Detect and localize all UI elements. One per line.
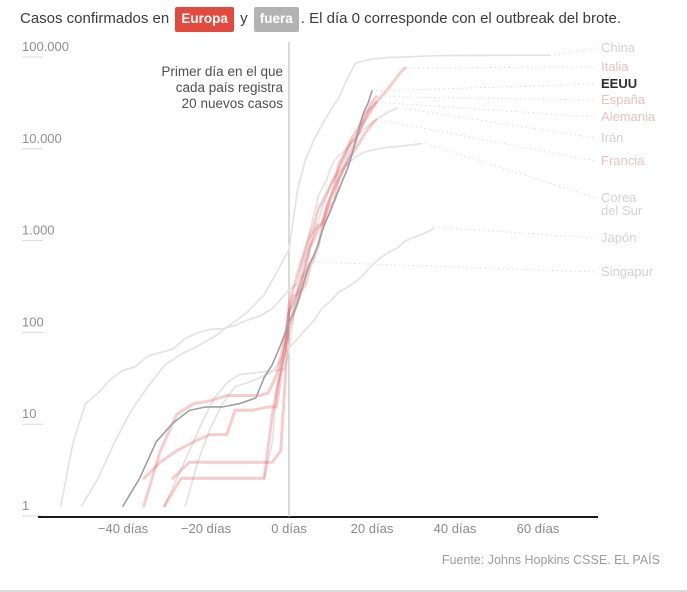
leader-singapur bbox=[313, 261, 597, 273]
title-suffix: . El día 0 corresponde con el outbreak d… bbox=[300, 10, 621, 27]
leader-francia bbox=[380, 119, 597, 162]
country-label-eeuu: EEUU bbox=[601, 76, 637, 91]
page-title: Casos confirmados en Europa y fuera. El … bbox=[20, 7, 673, 32]
line-corea-del-sur bbox=[163, 142, 423, 507]
title-prefix: Casos confirmados en bbox=[20, 10, 170, 27]
leader-españa bbox=[380, 96, 597, 101]
annotation-line: cada país registra bbox=[175, 80, 283, 95]
line-japón bbox=[184, 226, 436, 507]
y-tick-label: 1.000 bbox=[22, 223, 55, 238]
country-label-japón: Japón bbox=[601, 230, 636, 245]
line-italia bbox=[171, 66, 407, 480]
annotation-line: 20 nuevos casos bbox=[181, 96, 283, 111]
line-españa bbox=[163, 95, 378, 508]
y-tick-label: 100.000 bbox=[22, 39, 69, 54]
x-tick-label: 40 días bbox=[434, 521, 477, 536]
country-label-irán: Irán bbox=[601, 130, 623, 145]
x-tick-label: 20 días bbox=[351, 521, 394, 536]
y-tick-label: 10 bbox=[22, 406, 36, 421]
title-conjunction: y bbox=[240, 10, 248, 27]
leader-china bbox=[554, 47, 597, 56]
country-label-alemania: Alemania bbox=[601, 109, 656, 124]
country-label-francia: Francia bbox=[601, 153, 645, 168]
source-credit: Fuente: Johns Hopkins CSSE. EL PAÍS bbox=[441, 553, 660, 567]
x-tick-label: −40 días bbox=[98, 521, 149, 536]
country-label-corea-del-sur: Corea del Sur bbox=[601, 190, 643, 218]
leader-alemania bbox=[380, 101, 597, 118]
legend-fuera-badge[interactable]: fuera bbox=[253, 7, 299, 32]
country-label-españa: España bbox=[601, 92, 646, 107]
leader-eeuu bbox=[375, 83, 597, 92]
line-singapur bbox=[59, 261, 311, 507]
leader-corea-del-sur bbox=[425, 142, 597, 199]
x-tick-label: −20 días bbox=[181, 521, 232, 536]
leader-italia bbox=[409, 66, 597, 69]
bottom-divider bbox=[0, 590, 687, 592]
y-tick-label: 1 bbox=[22, 498, 29, 513]
leader-irán bbox=[400, 107, 597, 139]
line-irán bbox=[263, 107, 398, 480]
day-zero-annotation: Primer día en el que cada país registra … bbox=[161, 64, 283, 112]
country-label-singapur: Singapur bbox=[601, 264, 654, 279]
y-tick-label: 10.000 bbox=[22, 131, 62, 146]
country-label-china: China bbox=[601, 40, 636, 55]
annotation-line: Primer día en el que bbox=[161, 64, 283, 79]
line-china bbox=[80, 54, 552, 507]
y-tick-label: 100 bbox=[22, 314, 44, 329]
x-tick-label: 60 días bbox=[517, 521, 560, 536]
line-francia bbox=[142, 118, 378, 480]
legend-europa-badge[interactable]: Europa bbox=[175, 7, 234, 32]
country-label-italia: Italia bbox=[601, 59, 629, 74]
x-tick-label: 0 días bbox=[271, 521, 307, 536]
leader-japón bbox=[438, 226, 597, 239]
line-eeuu bbox=[122, 90, 373, 507]
